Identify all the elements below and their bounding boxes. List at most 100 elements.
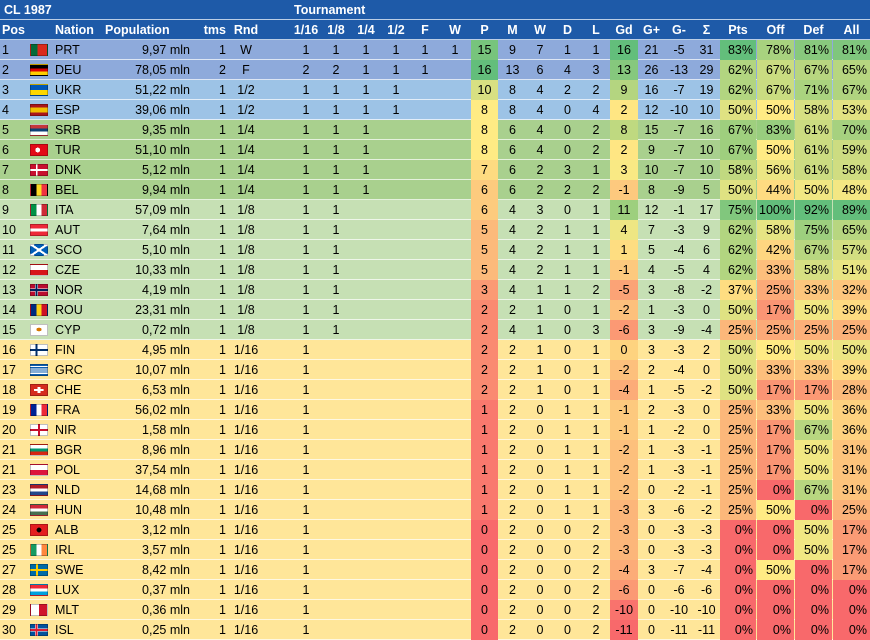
col-header-def[interactable]: Def (803, 23, 824, 37)
cell-pos: 8 (2, 183, 9, 197)
cell-f (411, 420, 439, 440)
table-row[interactable]: 7 DNK 5,12 mln 1 1/4 1 1 1 7 6 2 3 1 3 10 -7 10 58% 56% 61%… (0, 160, 870, 180)
col-header-draws[interactable]: D (562, 23, 573, 37)
table-row[interactable]: 11 SCO 5,10 mln 1 1/8 1 1 5 4 2 1 1 1 5 -4 6 62% 42% 67% 57… (0, 240, 870, 260)
cell-m: 2 (509, 603, 516, 617)
table-row[interactable]: 23 NLD 14,68 mln 1 1/16 1 1 2 0 1 1 -2 0 -2 -1 25% 0% 67%… (0, 480, 870, 500)
cell-w (440, 160, 470, 180)
cell-off: 17% (757, 300, 794, 320)
col-header-nation[interactable]: Nation (55, 23, 94, 37)
cell-wins: 0 (536, 423, 544, 437)
table-row[interactable]: 8 BEL 9,94 mln 1 1/4 1 1 1 6 6 2 2 2 -1 8 -9 5 50% 44% 50% 4… (0, 180, 870, 200)
table-row[interactable]: 30 ISL 0,25 mln 1 1/16 1 0 2 0 0 2 -11 0 -11 -11 0% 0% 0%… (0, 620, 870, 640)
table-row[interactable]: 21 BGR 8,96 mln 1 1/16 1 1 2 0 1 1 -2 1 -3 -1 25% 17% 50%… (0, 440, 870, 460)
col-header-all[interactable]: All (843, 23, 860, 37)
cell-r2 (382, 160, 410, 180)
cell-rnd: W (240, 43, 252, 57)
col-header-rnd[interactable]: Rnd (233, 23, 259, 37)
cell-off: 83% (757, 120, 794, 140)
cell-l: 1 (592, 463, 600, 477)
col-header-winner[interactable]: W (449, 23, 461, 37)
cell-w (440, 220, 470, 240)
cell-pts: 50% (720, 100, 756, 120)
col-header-goals-against[interactable]: G- (672, 23, 686, 37)
flag-icon (30, 144, 48, 156)
cell-def: 61% (795, 120, 832, 140)
cell-f: 1 (421, 63, 429, 77)
cell-rnd: 1/16 (233, 563, 259, 577)
cell-m: 6 (509, 143, 516, 157)
table-row[interactable]: 27 SWE 8,42 mln 1 1/16 1 0 2 0 0 2 -4 3 -7 -4 0% 50% 0% 17… (0, 560, 870, 580)
table-row[interactable]: 9 ITA 57,09 mln 1 1/8 1 1 6 4 3 0 1 11 12 -1 17 75% 100% 9… (0, 200, 870, 220)
table-row[interactable]: 25 IRL 3,57 mln 1 1/16 1 0 2 0 0 2 -3 0 -3 -3 0% 0% 50% 17… (0, 540, 870, 560)
table-row[interactable]: 6 TUR 51,10 mln 1 1/4 1 1 1 8 6 4 0 2 2 9 -7 10 67% 50% 61%… (0, 140, 870, 160)
cell-w (440, 240, 470, 260)
cell-l: 2 (592, 283, 600, 297)
cell-r2 (382, 240, 410, 260)
cell-sigma: 4 (703, 263, 710, 277)
table-row[interactable]: 18 CHE 6,53 mln 1 1/16 1 2 2 1 0 1 -4 1 -5 -2 50% 17% 17%… (0, 380, 870, 400)
col-header-1-4[interactable]: 1/4 (357, 23, 375, 37)
cell-m: 2 (509, 463, 516, 477)
col-header-tms[interactable]: tms (203, 23, 226, 37)
table-row[interactable]: 25 ALB 3,12 mln 1 1/16 1 0 2 0 0 2 -3 0 -3 -3 0% 0% 50% 17… (0, 520, 870, 540)
table-row[interactable]: 19 FRA 56,02 mln 1 1/16 1 1 2 0 1 1 -1 2 -3 0 25% 33% 50%… (0, 400, 870, 420)
table-row[interactable]: 17 GRC 10,07 mln 1 1/16 1 2 2 1 0 1 -2 2 -4 0 50% 33% 33%… (0, 360, 870, 380)
cell-f (411, 180, 439, 200)
cell-def: 67% (795, 420, 832, 440)
cell-d: 0 (564, 523, 571, 537)
cell-nation: HUN (55, 503, 83, 517)
cell-nation: TUR (55, 143, 81, 157)
cell-w (440, 360, 470, 380)
table-row[interactable]: 12 CZE 10,33 mln 1 1/8 1 1 5 4 2 1 1 -1 4 -5 4 62% 33% 58%… (0, 260, 870, 280)
col-header-population[interactable]: Population (105, 23, 170, 37)
table-row[interactable]: 28 LUX 0,37 mln 1 1/16 1 0 2 0 0 2 -6 0 -6 -6 0% 0% 0% 0% (0, 580, 870, 600)
col-header-goals-for[interactable]: G+ (642, 23, 661, 37)
col-header-pos[interactable]: Pos (2, 23, 25, 37)
cell-nation: IRL (55, 543, 75, 557)
col-header-1-8[interactable]: 1/8 (327, 23, 345, 37)
col-header-off[interactable]: Off (766, 23, 785, 37)
table-row[interactable]: 3 UKR 51,22 mln 1 1/2 1 1 1 1 10 8 4 2 2 9 16 -7 19 62% 67%… (0, 80, 870, 100)
cell-pos: 6 (2, 143, 9, 157)
cell-def: 50% (795, 540, 832, 560)
cell-all: 50% (833, 340, 870, 360)
table-row[interactable]: 5 SRB 9,35 mln 1 1/4 1 1 1 8 6 4 0 2 8 15 -7 16 67% 83% 61%… (0, 120, 870, 140)
table-row[interactable]: 29 MLT 0,36 mln 1 1/16 1 0 2 0 0 2 -10 0 -10 -10 0% 0% 0%… (0, 600, 870, 620)
col-header-goal-diff[interactable]: Gd (615, 23, 633, 37)
table-row[interactable]: 10 AUT 7,64 mln 1 1/8 1 1 5 4 2 1 1 4 7 -3 9 62% 58% 75% 65… (0, 220, 870, 240)
table-row[interactable]: 20 NIR 1,58 mln 1 1/16 1 1 2 0 1 1 -1 1 -2 0 25% 17% 67% 3… (0, 420, 870, 440)
cell-l: 2 (592, 123, 600, 137)
cell-p: 1 (471, 460, 498, 480)
table-row[interactable]: 2 DEU 78,05 mln 2 F 2 2 1 1 1 16 13 6 4 3 13 26 -13 29 62% 6… (0, 60, 870, 80)
cell-r2: 1 (392, 63, 400, 77)
table-row[interactable]: 1 PRT 9,97 mln 1 W 1 1 1 1 1 1 15 9 7 1 1 16 21 -5 31 83% 78%… (0, 40, 870, 60)
col-header-1-2[interactable]: 1/2 (387, 23, 405, 37)
cell-r8 (323, 480, 349, 500)
cell-wins: 6 (536, 63, 544, 77)
table-row[interactable]: 21 POL 37,54 mln 1 1/16 1 1 2 0 1 1 -2 1 -3 -1 25% 17% 50… (0, 460, 870, 480)
cell-nation: ITA (55, 203, 74, 217)
cell-all: 0% (833, 620, 870, 640)
cell-def: 33% (795, 360, 832, 380)
cell-r2 (382, 580, 410, 600)
table-row[interactable]: 16 FIN 4,95 mln 1 1/16 1 2 2 1 0 1 0 3 -3 2 50% 50% 50% 50… (0, 340, 870, 360)
col-header-points[interactable]: P (480, 23, 489, 37)
col-header-losses[interactable]: L (592, 23, 600, 37)
cell-w (440, 140, 470, 160)
cell-population: 9,94 mln (142, 183, 190, 197)
table-row[interactable]: 13 NOR 4,19 mln 1 1/8 1 1 3 4 1 1 2 -5 3 -8 -2 37% 25% 33%… (0, 280, 870, 300)
table-row[interactable]: 24 HUN 10,48 mln 1 1/16 1 1 2 0 1 1 -3 3 -6 -2 25% 50% 0%… (0, 500, 870, 520)
col-header-pts[interactable]: Pts (728, 23, 748, 37)
table-row[interactable]: 4 ESP 39,06 mln 1 1/2 1 1 1 1 8 8 4 0 4 2 12 -10 10 50% 50%… (0, 100, 870, 120)
cell-l: 1 (592, 163, 600, 177)
col-header-final[interactable]: F (421, 23, 429, 37)
table-row[interactable]: 15 CYP 0,72 mln 1 1/8 1 1 2 4 1 0 3 -6 3 -9 -4 25% 25% 25%… (0, 320, 870, 340)
col-header-sum[interactable]: Σ (702, 23, 711, 37)
col-header-wins[interactable]: W (534, 23, 546, 37)
col-header-matches[interactable]: M (507, 23, 518, 37)
col-header-1-16[interactable]: 1/16 (293, 23, 319, 37)
table-row[interactable]: 14 ROU 23,31 mln 1 1/8 1 1 2 2 1 0 1 -2 1 -3 0 50% 17% 50%… (0, 300, 870, 320)
cell-pts: 58% (720, 160, 756, 180)
cell-gp: 15 (644, 123, 659, 137)
